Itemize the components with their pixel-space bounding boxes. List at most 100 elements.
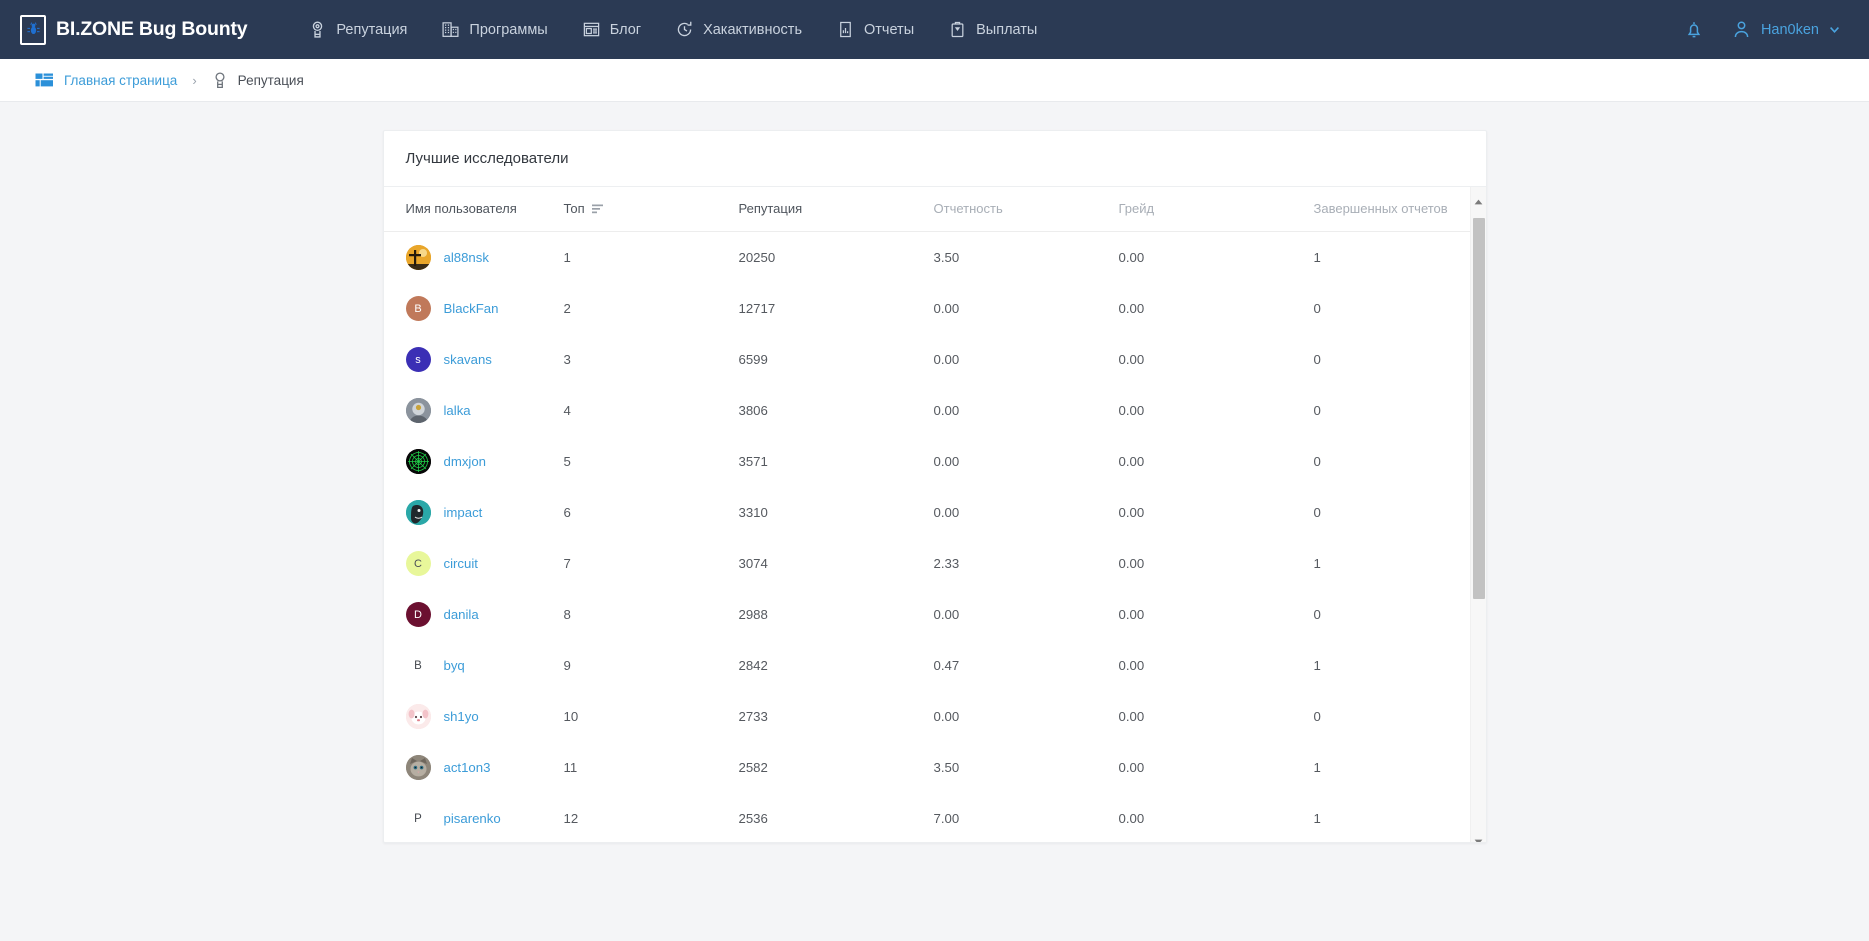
user-cell: impact: [405, 500, 564, 525]
triangle-up-icon: [1474, 192, 1483, 204]
user-cell: B BlackFan: [405, 296, 564, 321]
cell-reputation: 2842: [738, 658, 768, 673]
user-profile-link[interactable]: al88nsk: [443, 250, 489, 265]
cell-completed-reports: 0: [1313, 709, 1321, 724]
user-menu[interactable]: Han0ken: [1731, 19, 1841, 40]
cell-accountability: 3.50: [933, 760, 960, 775]
cell-top: 11: [563, 760, 578, 775]
column-label: Имя пользователя: [405, 201, 517, 216]
breadcrumb-item-home[interactable]: Главная страница: [35, 71, 177, 90]
user-name: Han0ken: [1760, 21, 1819, 38]
clock-history-icon: [675, 20, 694, 39]
user-profile-link[interactable]: act1on3: [443, 760, 491, 775]
avatar-letter-p: P: [414, 812, 422, 825]
column-label: Топ: [563, 201, 585, 216]
cell-reputation: 3571: [738, 454, 768, 469]
breadcrumb: Главная страница › Репутация: [0, 59, 1869, 102]
user-profile-link[interactable]: danila: [443, 607, 479, 622]
scroll-up-button[interactable]: [1471, 187, 1486, 204]
cell-top: 8: [563, 607, 571, 622]
avatar-initial-c: C: [405, 551, 431, 576]
cell-grade: 0.00: [1118, 709, 1145, 724]
cell-username: sh1yo: [384, 691, 564, 742]
user-cell: al88nsk: [405, 245, 564, 270]
bell-icon[interactable]: [1683, 19, 1705, 41]
user-profile-link[interactable]: circuit: [443, 556, 478, 571]
cell-completed-reports: 0: [1313, 403, 1321, 418]
nav-item-payouts[interactable]: Выплаты: [931, 0, 1054, 59]
user-profile-link[interactable]: sh1yo: [443, 709, 479, 724]
cell-accountability: 0.00: [933, 505, 960, 520]
cell-reputation: 2988: [738, 607, 768, 622]
cell-accountability: 0.00: [933, 607, 960, 622]
user-profile-link[interactable]: dmxjon: [443, 454, 487, 469]
cell-username: s skavans: [384, 334, 564, 385]
user-cell: sh1yo: [405, 704, 564, 729]
bar-chart-document-icon: [836, 20, 855, 39]
table-row: al88nsk 1 20250 3.50 0.00 1: [384, 232, 1486, 284]
column-header-top[interactable]: Топ: [563, 187, 739, 232]
nav-label: Репутация: [336, 21, 408, 38]
user-profile-link[interactable]: byq: [443, 658, 465, 673]
cell-top: 2: [563, 301, 571, 316]
scrollbar-thumb[interactable]: [1472, 218, 1485, 600]
cell-grade: 0.00: [1118, 811, 1145, 826]
column-label: Грейд: [1118, 201, 1155, 216]
user-profile-link[interactable]: skavans: [443, 352, 492, 367]
table-row: s skavans 3 6599 0.00 0.00 0: [384, 334, 1486, 385]
table-header-row: Имя пользователя Топ: [383, 187, 1486, 232]
column-label: Завершенных отчетов: [1313, 201, 1448, 216]
cell-top: 3: [563, 352, 571, 367]
column-header-grade: Грейд: [1118, 187, 1314, 232]
user-profile-link[interactable]: impact: [443, 505, 483, 520]
brand-logo[interactable]: BI.ZONE Bug Bounty: [20, 14, 248, 45]
scroll-down-button[interactable]: [1471, 827, 1486, 842]
table-row: B BlackFan 2 12717 0.00 0.00 0: [384, 283, 1486, 334]
dashboard-icon: [35, 71, 54, 90]
avatar-letter-b: B: [414, 659, 422, 672]
cell-reputation: 12717: [738, 301, 776, 316]
cell-accountability: 0.47: [933, 658, 960, 673]
cell-grade: 0.00: [1118, 760, 1145, 775]
nav-item-reputation[interactable]: Репутация: [291, 0, 424, 59]
cell-top: 1: [563, 250, 571, 265]
cell-top: 9: [563, 658, 571, 673]
avatar-photo-sunset-cross: [405, 245, 431, 270]
nav-item-hackactivity[interactable]: Хакактивность: [658, 0, 819, 59]
vertical-scrollbar[interactable]: [1469, 187, 1486, 842]
top-researchers-card: Лучшие исследователи Имя пользователя: [382, 130, 1487, 843]
table-body: al88nsk 1 20250 3.50 0.00 1 B BlackFan 2 12717 0.0…: [384, 232, 1486, 843]
user-profile-link[interactable]: BlackFan: [443, 301, 499, 316]
cell-top: 7: [563, 556, 571, 571]
nav-label: Выплаты: [976, 21, 1038, 38]
nav-label: Программы: [469, 21, 548, 38]
cell-completed-reports: 0: [1313, 301, 1321, 316]
avatar-photo-cat: [405, 755, 431, 780]
cell-grade: 0.00: [1118, 250, 1145, 265]
sort-control-top[interactable]: Топ: [564, 201, 604, 216]
cell-reputation: 6599: [738, 352, 768, 367]
cell-accountability: 0.00: [933, 301, 960, 316]
nav-item-programs[interactable]: Программы: [424, 0, 564, 59]
nav-item-blog[interactable]: Блог: [565, 0, 658, 59]
cell-reputation: 2582: [738, 760, 768, 775]
column-header-completed-reports: Завершенных отчетов: [1313, 187, 1486, 232]
cell-top: 10: [563, 709, 579, 724]
newspaper-icon: [582, 20, 601, 39]
cell-completed-reports: 1: [1313, 250, 1321, 265]
cell-accountability: 0.00: [933, 403, 960, 418]
breadcrumb-current-label: Репутация: [237, 72, 304, 88]
user-profile-link[interactable]: pisarenko: [443, 811, 501, 826]
cell-completed-reports: 0: [1313, 505, 1321, 520]
cell-username: act1on3: [384, 742, 564, 793]
nav-item-reports[interactable]: Отчеты: [819, 0, 931, 59]
cell-username: impact: [384, 487, 564, 538]
user-profile-link[interactable]: lalka: [443, 403, 471, 418]
user-cell: act1on3: [405, 755, 564, 780]
medal-icon: [212, 71, 228, 89]
